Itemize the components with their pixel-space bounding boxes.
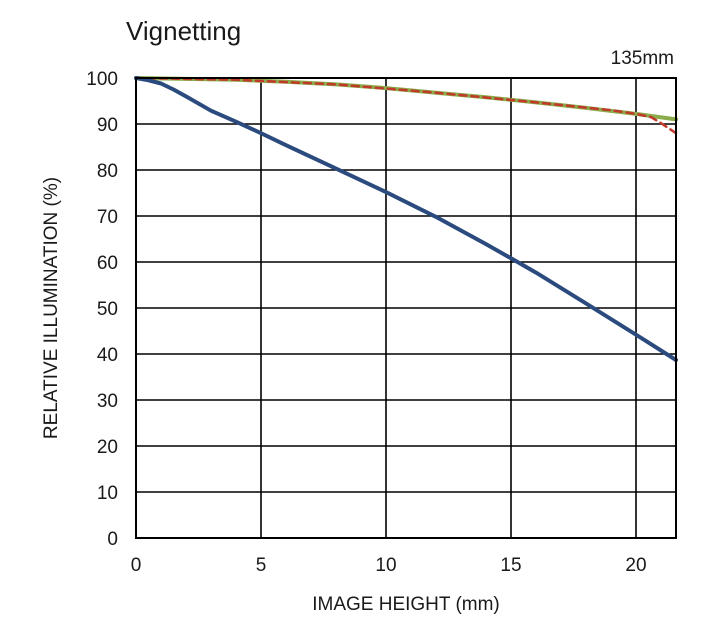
series-line-3 xyxy=(134,76,678,362)
series-line-2 xyxy=(134,76,678,135)
y-tick-labels: 0 10 20 30 40 50 60 70 80 90 100 xyxy=(86,69,118,550)
y-tick-label-50: 50 xyxy=(97,299,118,320)
x-axis-label: IMAGE HEIGHT (mm) xyxy=(312,594,500,615)
plot-frame xyxy=(135,77,677,539)
x-tick-labels: 0 5 10 15 20 xyxy=(131,555,647,576)
x-tick-label-0: 0 xyxy=(131,555,142,576)
chart-title: Vignetting xyxy=(126,16,241,46)
y-tick-label-10: 10 xyxy=(97,483,118,504)
x-tick-label-15: 15 xyxy=(500,555,521,576)
y-tick-label-70: 70 xyxy=(97,207,118,228)
x-tick-label-10: 10 xyxy=(375,555,396,576)
x-tick-label-5: 5 xyxy=(256,555,267,576)
y-tick-label-60: 60 xyxy=(97,253,118,274)
y-tick-label-0: 0 xyxy=(107,529,118,550)
y-tick-label-90: 90 xyxy=(97,115,118,136)
x-tick-label-20: 20 xyxy=(625,555,646,576)
y-tick-label-80: 80 xyxy=(97,161,118,182)
y-tick-label-20: 20 xyxy=(97,437,118,458)
y-tick-label-30: 30 xyxy=(97,391,118,412)
focal-length-label: 135mm xyxy=(611,48,674,69)
y-tick-label-40: 40 xyxy=(97,345,118,366)
y-tick-label-100: 100 xyxy=(86,69,118,90)
y-axis-label: RELATIVE ILLUMINATION (%) xyxy=(41,177,62,439)
series-lines xyxy=(134,76,678,362)
